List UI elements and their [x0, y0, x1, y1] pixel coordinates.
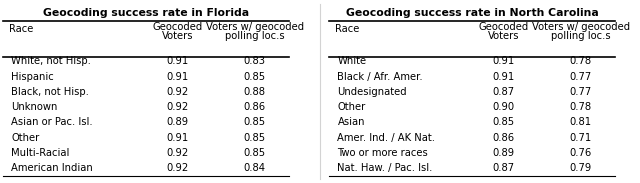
Text: 0.77: 0.77 [570, 87, 592, 97]
Text: 0.77: 0.77 [570, 72, 592, 82]
Text: Hispanic: Hispanic [12, 72, 54, 82]
Text: 0.86: 0.86 [493, 133, 515, 143]
Text: Black / Afr. Amer.: Black / Afr. Amer. [337, 72, 423, 82]
Text: 0.79: 0.79 [570, 163, 592, 173]
Text: 0.85: 0.85 [493, 117, 515, 127]
Text: 0.83: 0.83 [244, 56, 266, 66]
Text: White: White [337, 56, 367, 66]
Text: Nat. Haw. / Pac. Isl.: Nat. Haw. / Pac. Isl. [337, 163, 433, 173]
Text: Asian or Pac. Isl.: Asian or Pac. Isl. [12, 117, 93, 127]
Text: 0.91: 0.91 [166, 133, 189, 143]
Text: Voters w/ geocoded: Voters w/ geocoded [532, 22, 630, 32]
Text: 0.86: 0.86 [244, 102, 266, 112]
Text: Voters: Voters [162, 31, 193, 41]
Text: 0.78: 0.78 [570, 56, 592, 66]
Text: American Indian: American Indian [12, 163, 93, 173]
Text: Amer. Ind. / AK Nat.: Amer. Ind. / AK Nat. [337, 133, 435, 143]
Text: 0.91: 0.91 [166, 72, 189, 82]
Text: 0.85: 0.85 [244, 72, 266, 82]
Text: 0.84: 0.84 [244, 163, 266, 173]
Text: 0.91: 0.91 [166, 56, 189, 66]
Text: polling loc.s: polling loc.s [225, 31, 285, 41]
Text: Geocoding success rate in Florida: Geocoding success rate in Florida [43, 8, 249, 18]
Text: 0.87: 0.87 [493, 163, 515, 173]
Text: 0.91: 0.91 [492, 72, 515, 82]
Text: 0.85: 0.85 [244, 133, 266, 143]
Text: 0.92: 0.92 [166, 148, 189, 158]
Text: 0.71: 0.71 [570, 133, 592, 143]
Text: 0.91: 0.91 [492, 56, 515, 66]
Text: polling loc.s: polling loc.s [551, 31, 611, 41]
Text: 0.76: 0.76 [570, 148, 592, 158]
Text: White, not Hisp.: White, not Hisp. [12, 56, 92, 66]
Text: 0.90: 0.90 [493, 102, 515, 112]
Text: 0.89: 0.89 [493, 148, 515, 158]
Text: Voters: Voters [488, 31, 519, 41]
Text: 0.85: 0.85 [244, 117, 266, 127]
Text: Undesignated: Undesignated [337, 87, 407, 97]
Text: 0.88: 0.88 [244, 87, 266, 97]
Text: Two or more races: Two or more races [337, 148, 428, 158]
Text: Other: Other [337, 102, 365, 112]
Text: Multi-Racial: Multi-Racial [12, 148, 70, 158]
Text: Geocoded: Geocoded [479, 22, 529, 32]
Text: 0.89: 0.89 [166, 117, 189, 127]
Text: Geocoding success rate in North Carolina: Geocoding success rate in North Carolina [346, 8, 598, 18]
Text: Other: Other [12, 133, 40, 143]
Text: Geocoded: Geocoded [152, 22, 202, 32]
Text: Voters w/ geocoded: Voters w/ geocoded [205, 22, 304, 32]
Text: 0.92: 0.92 [166, 102, 189, 112]
Text: 0.87: 0.87 [493, 87, 515, 97]
Text: Race: Race [8, 24, 33, 34]
Text: 0.92: 0.92 [166, 87, 189, 97]
Text: 0.78: 0.78 [570, 102, 592, 112]
Text: 0.81: 0.81 [570, 117, 592, 127]
Text: 0.85: 0.85 [244, 148, 266, 158]
Text: 0.92: 0.92 [166, 163, 189, 173]
Text: Asian: Asian [337, 117, 365, 127]
Text: Race: Race [335, 24, 359, 34]
Text: Unknown: Unknown [12, 102, 58, 112]
Text: Black, not Hisp.: Black, not Hisp. [12, 87, 89, 97]
